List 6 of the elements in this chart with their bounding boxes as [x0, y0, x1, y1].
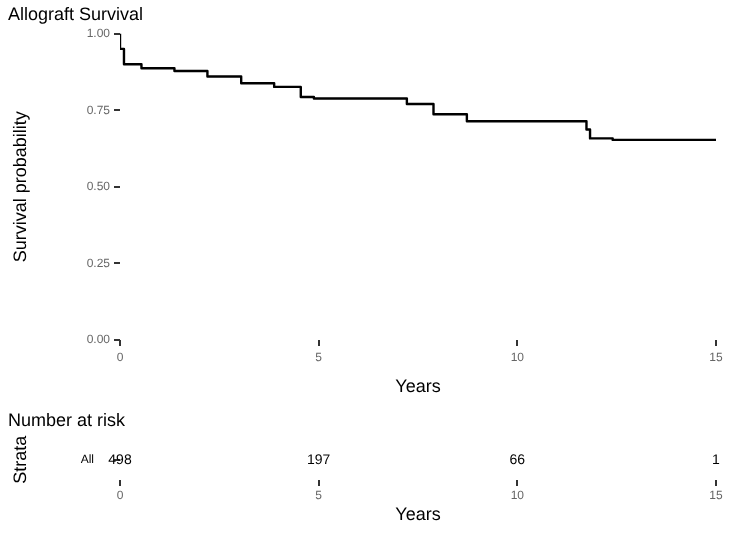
- x-axis-title: Years: [395, 504, 442, 525]
- chart-title: Number at risk: [8, 409, 127, 430]
- chart-title: Allograft Survival: [8, 3, 144, 24]
- y-axis-title: Survival probability: [9, 110, 30, 263]
- x-axis-title: Years: [395, 376, 442, 397]
- y-axis-title: Strata: [9, 435, 30, 484]
